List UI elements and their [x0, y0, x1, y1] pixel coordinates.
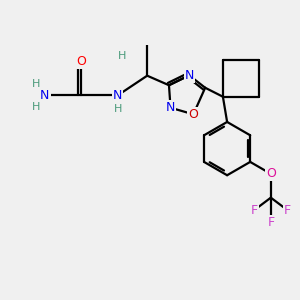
Text: H: H	[118, 51, 126, 61]
Text: N: N	[113, 89, 122, 102]
Text: O: O	[76, 55, 86, 68]
Text: H: H	[32, 101, 40, 112]
Text: F: F	[250, 204, 258, 217]
Text: F: F	[284, 204, 291, 217]
Text: N: N	[166, 101, 175, 114]
Text: F: F	[267, 216, 274, 230]
Text: O: O	[188, 108, 198, 121]
Text: N: N	[40, 89, 50, 102]
Text: H: H	[32, 79, 40, 89]
Text: O: O	[266, 167, 276, 180]
Text: H: H	[114, 104, 122, 114]
Text: N: N	[184, 69, 194, 82]
